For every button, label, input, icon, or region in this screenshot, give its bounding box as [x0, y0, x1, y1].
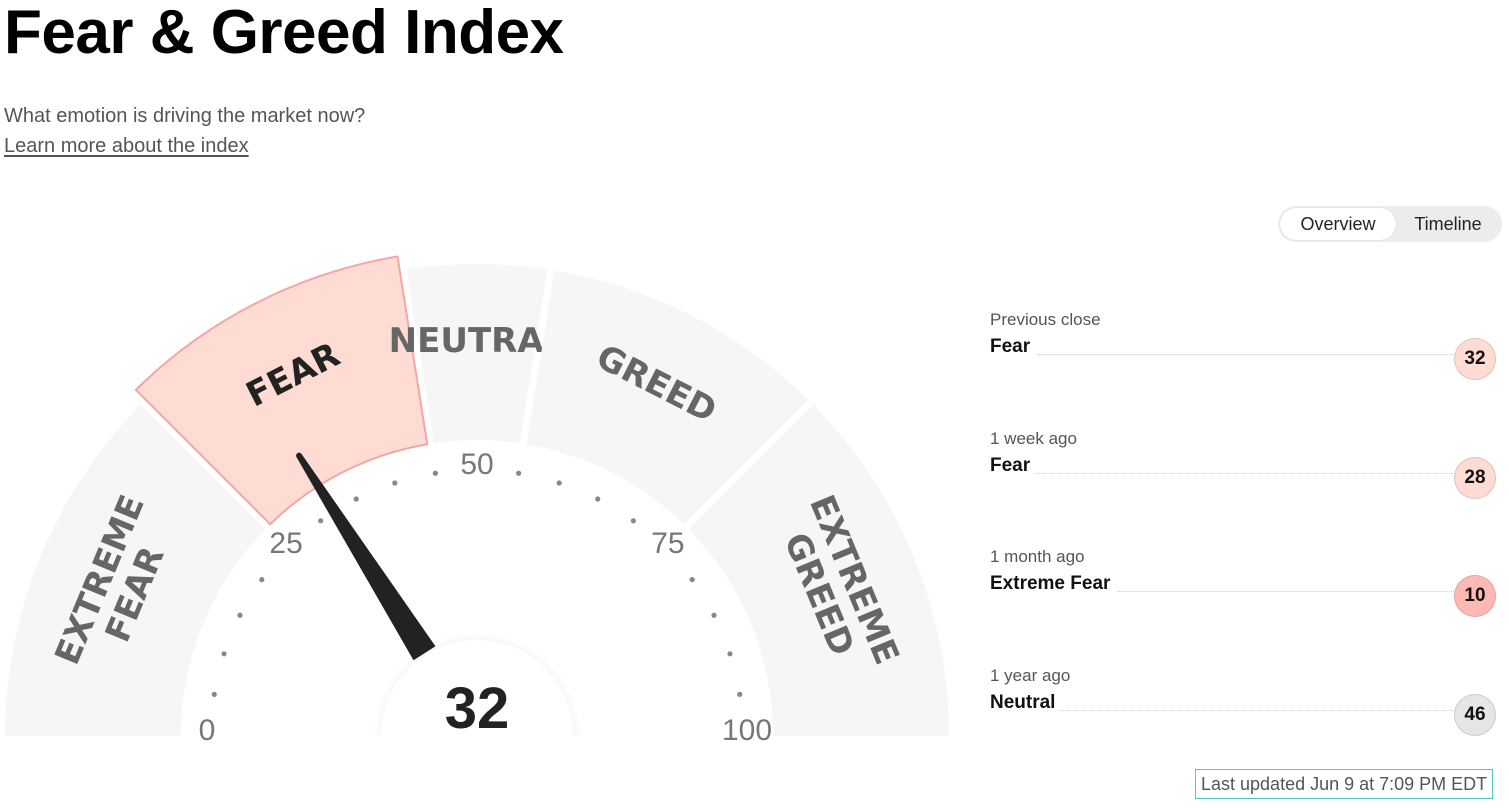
gauge-tick-dot: [221, 651, 227, 657]
gauge-tick-dot: [595, 496, 601, 502]
gauge-segment-fear: [134, 255, 429, 526]
gauge-tick-dot: [727, 651, 733, 657]
leader-dots: [990, 591, 1456, 592]
history-1-week: 1 week ago Fear 28: [990, 429, 1500, 499]
view-toggle: Overview Timeline: [1278, 206, 1502, 242]
gauge-label-neutral: NEUTRAL: [389, 321, 566, 361]
gauge-tick-dot: [259, 577, 265, 583]
history-label: 1 year ago: [990, 666, 1071, 685]
history-rating: Fear: [990, 336, 1037, 358]
gauge-tick-dot: [711, 612, 717, 618]
gauge-tick-dot: [737, 691, 743, 697]
history-rating: Fear: [990, 455, 1037, 477]
gauge-tick-dot: [556, 480, 562, 486]
history-1-month: 1 month ago Extreme Fear 10: [990, 547, 1500, 617]
last-updated: Last updated Jun 9 at 7:09 PM EDT: [1195, 769, 1494, 799]
gauge-segment-neutral: [406, 263, 548, 444]
overview-tab[interactable]: Overview: [1280, 208, 1396, 240]
gauge-tick-dot: [318, 518, 324, 524]
gauge-needle: [296, 452, 436, 661]
gauge-hub: [381, 640, 573, 736]
history-value-badge: 10: [1454, 575, 1496, 617]
gauge-segment-greed: [526, 270, 809, 525]
history-rating: Extreme Fear: [990, 573, 1117, 595]
gauge-value: 32: [445, 676, 510, 741]
gauge-tick-dot: [516, 470, 522, 476]
gauge-tick-dot: [392, 480, 398, 486]
gauge-segment-extreme-fear: [5, 404, 266, 736]
history-value-badge: 28: [1454, 457, 1496, 499]
gauge-tick-label-75: 75: [651, 527, 684, 560]
gauge-tick-dot: [689, 577, 695, 583]
gauge-tick-label-25: 25: [269, 527, 302, 560]
history-value-badge: 32: [1454, 338, 1496, 380]
gauge-tick-dot: [432, 470, 438, 476]
gauge-tick-label-100: 100: [722, 714, 772, 747]
history-label: 1 week ago: [990, 429, 1077, 448]
gauge-segment-extreme-greed: [688, 404, 949, 736]
gauge-tick-dot: [211, 691, 217, 697]
history-previous-close: Previous close Fear 32: [990, 310, 1500, 380]
leader-dots: [990, 473, 1456, 474]
gauge-tick-dot: [630, 518, 636, 524]
leader-dots: [990, 710, 1456, 711]
gauge-tick-label-50: 50: [460, 448, 493, 481]
history-label: Previous close: [990, 310, 1101, 329]
gauge-tick-dot: [353, 496, 359, 502]
gauge-tick-dot: [237, 612, 243, 618]
gauge-tick-label-0: 0: [199, 714, 216, 747]
learn-more-link[interactable]: Learn more about the index: [4, 135, 249, 157]
page-subtitle: What emotion is driving the market now?: [4, 105, 366, 127]
leader-dots: [990, 354, 1456, 355]
history-label: 1 month ago: [990, 547, 1085, 566]
history-rating: Neutral: [990, 692, 1062, 714]
page-title: Fear & Greed Index: [4, 0, 564, 67]
history-value-badge: 46: [1454, 694, 1496, 736]
timeline-tab[interactable]: Timeline: [1414, 214, 1482, 234]
history-1-year: 1 year ago Neutral 46: [990, 666, 1500, 736]
